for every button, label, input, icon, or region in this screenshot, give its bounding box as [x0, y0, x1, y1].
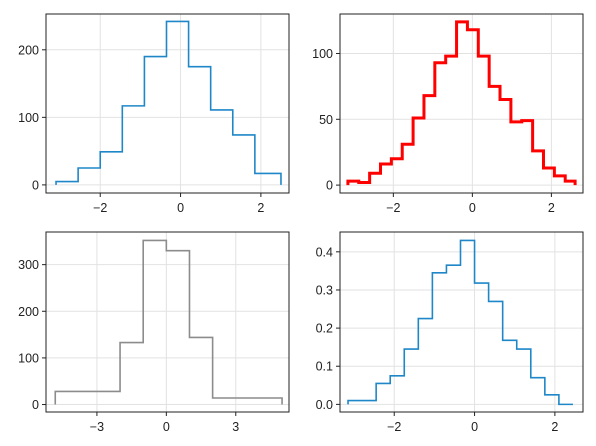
y-tick-label: 0	[326, 179, 333, 193]
x-tick-label: 0	[469, 201, 476, 215]
x-tick-label: 2	[257, 201, 264, 215]
x-tick-label: −2	[387, 420, 401, 434]
x-tick-label: 3	[232, 420, 239, 434]
x-tick-label: 0	[177, 201, 184, 215]
plot-frame	[339, 13, 584, 194]
y-tick-label: 0.0	[316, 398, 333, 412]
y-tick-label: 200	[18, 43, 39, 57]
histogram-step-line	[346, 20, 577, 186]
x-tick-label: 0	[163, 420, 170, 434]
x-tick-label: −3	[90, 420, 104, 434]
histogram-step-line	[54, 239, 283, 405]
histogram-step-line	[55, 20, 282, 185]
histogram-panel: −3 0 3 0 100 200 300	[18, 231, 290, 434]
plot-frame	[339, 231, 584, 413]
histogram-panel: −2 0 2 0.0 0.1 0.2 0.3 0.4	[316, 231, 584, 434]
y-tick-label: 0	[32, 398, 39, 412]
y-tick-label: 100	[18, 111, 39, 125]
y-tick-label: 0.3	[316, 283, 333, 297]
x-tick-label: −2	[93, 201, 107, 215]
x-tick-label: 2	[548, 201, 555, 215]
histogram-step-line	[347, 239, 573, 406]
x-tick-label: 0	[471, 420, 478, 434]
y-tick-label: 0.2	[316, 322, 333, 336]
plot-frame	[45, 231, 290, 413]
plot-frame	[45, 13, 290, 194]
histogram-panel: −2 0 2 0 50 100	[312, 13, 584, 215]
histogram-panel: −2 0 2 0 100 200	[18, 13, 290, 215]
y-tick-label: 300	[18, 258, 39, 272]
y-tick-label: 100	[18, 351, 39, 365]
y-tick-label: 0.4	[316, 245, 333, 259]
y-tick-label: 50	[319, 113, 333, 127]
y-tick-label: 0.1	[316, 360, 333, 374]
y-tick-label: 0	[32, 178, 39, 192]
y-tick-label: 200	[18, 305, 39, 319]
y-tick-label: 100	[312, 47, 333, 61]
x-tick-label: 2	[551, 420, 558, 434]
x-tick-label: −2	[386, 201, 400, 215]
